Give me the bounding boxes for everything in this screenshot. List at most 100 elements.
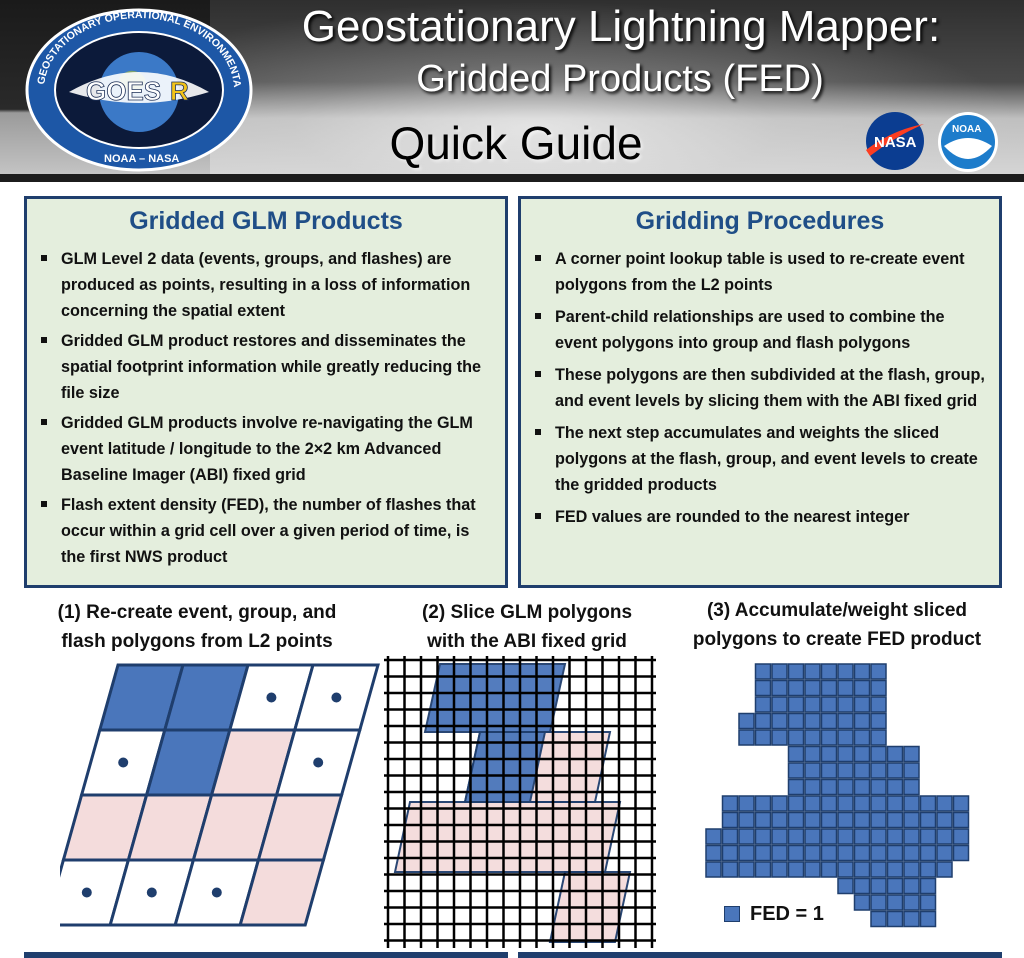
fed-grid-cell (771, 729, 788, 746)
bullet-marker (41, 501, 47, 507)
fed-grid-cell (919, 844, 937, 862)
fed-grid-cell (721, 811, 739, 829)
fed-grid-cell (804, 745, 821, 763)
bullet-marker (535, 513, 541, 519)
fed-grid-cell (705, 861, 722, 878)
fed-legend-swatch (724, 906, 740, 922)
fed-grid-cell (886, 877, 904, 895)
l2-point (211, 887, 222, 898)
fed-grid-cell (820, 712, 838, 730)
fed-grid-cell (952, 811, 970, 829)
list-item: Parent-child relationships are used to c… (533, 304, 987, 356)
fed-grid-cell (804, 778, 821, 796)
sliced-polygon (423, 663, 567, 733)
fed-grid-cell (936, 844, 953, 862)
fed-grid-cell (804, 861, 821, 878)
fed-grid-cell (754, 861, 772, 878)
bullet-text: GLM Level 2 data (events, groups, and fl… (61, 250, 471, 320)
fed-grid-cell (787, 712, 805, 730)
fed-grid-cell (952, 844, 970, 862)
fed-grid-cell (820, 663, 838, 680)
fed-grid-cell (787, 861, 805, 878)
fed-grid-cell (738, 712, 755, 730)
fed-grid-cell (754, 795, 772, 812)
fed-grid-cell (837, 795, 854, 812)
fed-grid-cell (853, 696, 871, 713)
fed-grid-cell (754, 844, 772, 862)
bullet-text: Flash extent density (FED), the number o… (61, 496, 476, 566)
page-title-line-1: Geostationary Lightning Mapper: (301, 2, 941, 51)
fed-grid-cell (820, 696, 838, 713)
fed-grid-cell (952, 795, 970, 812)
fed-grid-cell (886, 778, 904, 796)
fed-grid-cell (787, 696, 805, 713)
fed-grid-cell (853, 762, 871, 779)
fed-grid-cell (754, 663, 772, 680)
fed-grid-cell (820, 795, 838, 812)
fed-grid-cell (787, 762, 805, 779)
fed-grid-cell (886, 910, 904, 928)
page-title-line-2: Gridded Products (FED) (416, 58, 824, 100)
header-banner: GEOSTATIONARY OPERATIONAL ENVIRONMENTAL … (0, 0, 1024, 182)
l2-point (266, 692, 277, 703)
fed-grid-cell (820, 778, 838, 796)
list-item: The next step accumulates and weights th… (533, 420, 987, 498)
l2-point (81, 887, 92, 898)
bullet-text: The next step accumulates and weights th… (555, 424, 978, 494)
list-item: Gridded GLM product restores and dissemi… (39, 328, 493, 406)
gridded-glm-products-list: GLM Level 2 data (events, groups, and fl… (39, 246, 493, 570)
fed-grid-cell (705, 844, 722, 862)
gridding-procedures-heading: Gridding Procedures (635, 207, 885, 235)
fed-grid-cell (754, 712, 772, 730)
bottom-panel-edge-left (24, 952, 508, 958)
fed-grid-cell (870, 811, 887, 829)
fed-grid-cell (754, 696, 772, 713)
fed-grid-cell (853, 877, 871, 895)
bullet-text: FED values are rounded to the nearest in… (555, 508, 910, 526)
fed-grid-cell (870, 745, 887, 763)
event-polygon (238, 858, 326, 927)
fed-grid-cell (903, 844, 920, 862)
fed-grid-cell (738, 861, 755, 878)
sliced-polygon-grid-diagram (384, 656, 656, 948)
bullet-marker (535, 371, 541, 377)
step-3-caption: (3) Accumulate/weight sliced polygons to… (672, 596, 1002, 654)
page-subtitle: Quick Guide (389, 117, 643, 169)
step-2-caption: (2) Slice GLM polygons with the ABI fixe… (392, 598, 662, 656)
fed-grid-cell (804, 729, 821, 746)
fed-grid-cell (771, 663, 788, 680)
fed-grid-cell (787, 811, 805, 829)
fed-grid-cell (886, 745, 904, 763)
nasa-logo: NASA (866, 112, 924, 170)
fed-grid-cell (837, 729, 854, 746)
fed-grid-cell (804, 795, 821, 812)
fed-grid-cell (886, 844, 904, 862)
fed-grid-cell (804, 696, 821, 713)
fed-grid-cell (787, 795, 805, 812)
fed-grid-cell (919, 861, 937, 878)
fed-grid-cell (919, 910, 937, 928)
fed-grid-cell (787, 729, 805, 746)
bullet-text: Gridded GLM product restores and dissemi… (61, 332, 482, 402)
fed-grid-cell (820, 679, 838, 697)
fed-grid-cell (870, 844, 887, 862)
fed-grid-cell (936, 828, 953, 845)
list-item: These polygons are then subdivided at th… (533, 362, 987, 414)
fed-grid-cell (903, 745, 920, 763)
fed-grid-cell (870, 861, 887, 878)
fed-grid-cell (952, 828, 970, 845)
fed-grid-cell (870, 828, 887, 845)
fed-grid-cell (820, 828, 838, 845)
gridding-procedures-panel: Gridding Procedures A corner point looku… (518, 196, 1002, 588)
l2-point (331, 692, 342, 703)
fed-grid-cell (936, 795, 953, 812)
fed-grid-cell (771, 861, 788, 878)
fed-grid-cell (754, 811, 772, 829)
fed-grid-cell (787, 828, 805, 845)
fed-grid-cell (903, 910, 920, 928)
fed-grid-cell (903, 762, 920, 779)
step-1-caption-line-2: flash polygons from L2 points (61, 631, 333, 652)
step-2-caption-line-2: with the ABI fixed grid (427, 631, 627, 652)
fed-grid-cell (837, 663, 854, 680)
fed-grid-cell (771, 696, 788, 713)
